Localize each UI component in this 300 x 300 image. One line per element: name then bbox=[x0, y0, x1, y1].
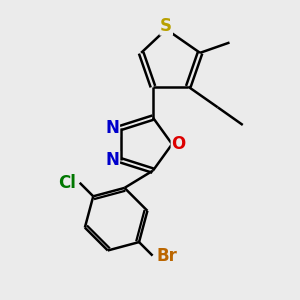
Text: Cl: Cl bbox=[58, 174, 76, 192]
Text: N: N bbox=[105, 151, 119, 169]
Text: O: O bbox=[171, 135, 186, 153]
Text: Br: Br bbox=[156, 247, 177, 265]
Text: S: S bbox=[160, 17, 172, 35]
Text: N: N bbox=[105, 119, 119, 137]
